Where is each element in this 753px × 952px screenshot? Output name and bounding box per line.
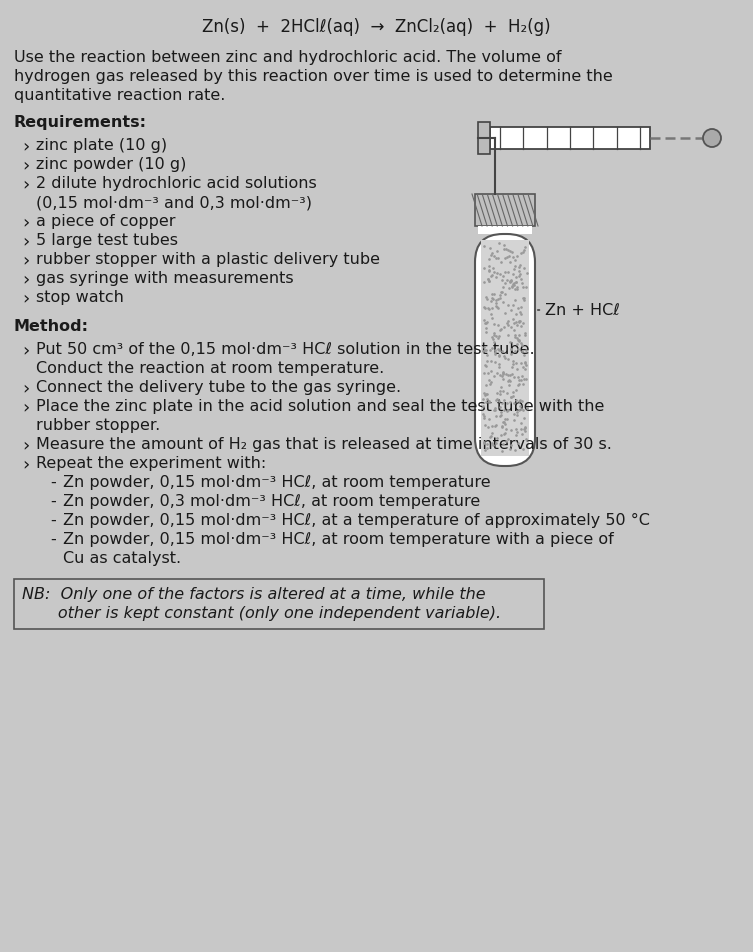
Text: gas syringe with measurements: gas syringe with measurements [36, 270, 294, 286]
Text: zinc powder (10 g): zinc powder (10 g) [36, 157, 187, 171]
Text: ›: › [22, 251, 29, 269]
Text: ›: › [22, 289, 29, 307]
Text: (0,15 mol·dm⁻³ and 0,3 mol·dm⁻³): (0,15 mol·dm⁻³ and 0,3 mol·dm⁻³) [36, 195, 312, 209]
Text: Requirements:: Requirements: [14, 115, 147, 129]
Bar [478, 123, 490, 155]
Text: ›: › [22, 342, 29, 360]
Text: a piece of copper: a piece of copper [36, 214, 175, 228]
Text: stop watch: stop watch [36, 289, 124, 305]
Text: Zn + HCℓ: Zn + HCℓ [538, 303, 620, 318]
Text: Place the zinc plate in the acid solution and seal the test tube with the: Place the zinc plate in the acid solutio… [36, 399, 605, 413]
Text: Repeat the experiment with:: Repeat the experiment with: [36, 455, 267, 470]
Text: Cu as catalyst.: Cu as catalyst. [63, 550, 181, 565]
Text: Method:: Method: [14, 319, 89, 333]
Text: ›: › [22, 214, 29, 231]
Text: zinc plate (10 g): zinc plate (10 g) [36, 138, 167, 153]
Text: ›: › [22, 176, 29, 194]
Text: 5 large test tubes: 5 large test tubes [36, 232, 178, 248]
FancyBboxPatch shape [475, 235, 535, 466]
Circle shape [703, 129, 721, 148]
Text: quantitative reaction rate.: quantitative reaction rate. [14, 88, 225, 103]
Text: other is kept constant (only one independent variable).: other is kept constant (only one indepen… [22, 605, 501, 621]
Bar [14, 580, 544, 629]
Text: ›: › [22, 157, 29, 175]
Bar [475, 195, 535, 227]
Text: Connect the delivery tube to the gas syringe.: Connect the delivery tube to the gas syr… [36, 380, 401, 394]
Text: ›: › [22, 380, 29, 398]
Text: hydrogen gas released by this reaction over time is used to determine the: hydrogen gas released by this reaction o… [14, 69, 613, 84]
Text: rubber stopper.: rubber stopper. [36, 418, 160, 432]
Text: Zn powder, 0,15 mol·dm⁻³ HCℓ, at a temperature of approximately 50 °C: Zn powder, 0,15 mol·dm⁻³ HCℓ, at a tempe… [63, 512, 650, 527]
Text: Zn(s)  +  2HClℓ(aq)  →  ZnCl₂(aq)  +  H₂(g): Zn(s) + 2HClℓ(aq) → ZnCl₂(aq) + H₂(g) [202, 18, 550, 36]
Bar [481, 241, 529, 457]
Text: ›: › [22, 270, 29, 288]
Text: ›: › [22, 232, 29, 250]
Text: Zn powder, 0,15 mol·dm⁻³ HCℓ, at room temperature with a piece of: Zn powder, 0,15 mol·dm⁻³ HCℓ, at room te… [63, 531, 614, 546]
Text: Put 50 cm³ of the 0,15 mol·dm⁻³ HCℓ solution in the test tube.: Put 50 cm³ of the 0,15 mol·dm⁻³ HCℓ solu… [36, 342, 535, 357]
Text: 2 dilute hydrochloric acid solutions: 2 dilute hydrochloric acid solutions [36, 176, 317, 190]
Text: rubber stopper with a plastic delivery tube: rubber stopper with a plastic delivery t… [36, 251, 380, 267]
Text: Zn powder, 0,3 mol·dm⁻³ HCℓ, at room temperature: Zn powder, 0,3 mol·dm⁻³ HCℓ, at room tem… [63, 493, 480, 508]
Text: Zn powder, 0,15 mol·dm⁻³ HCℓ, at room temperature: Zn powder, 0,15 mol·dm⁻³ HCℓ, at room te… [63, 474, 491, 489]
Text: -: - [50, 512, 56, 527]
Text: NB:  Only one of the factors is altered at a time, while the: NB: Only one of the factors is altered a… [22, 586, 486, 602]
Text: ›: › [22, 437, 29, 454]
Text: Conduct the reaction at room temperature.: Conduct the reaction at room temperature… [36, 361, 384, 376]
Text: ›: › [22, 399, 29, 417]
Bar [478, 227, 532, 235]
Text: Measure the amount of H₂ gas that is released at time intervals of 30 s.: Measure the amount of H₂ gas that is rel… [36, 437, 612, 451]
Text: ›: › [22, 455, 29, 473]
Text: -: - [50, 493, 56, 508]
Text: Use the reaction between zinc and hydrochloric acid. The volume of: Use the reaction between zinc and hydroc… [14, 50, 562, 65]
Text: ›: › [22, 138, 29, 156]
Bar [490, 128, 650, 149]
Text: -: - [50, 474, 56, 489]
Text: -: - [50, 531, 56, 546]
